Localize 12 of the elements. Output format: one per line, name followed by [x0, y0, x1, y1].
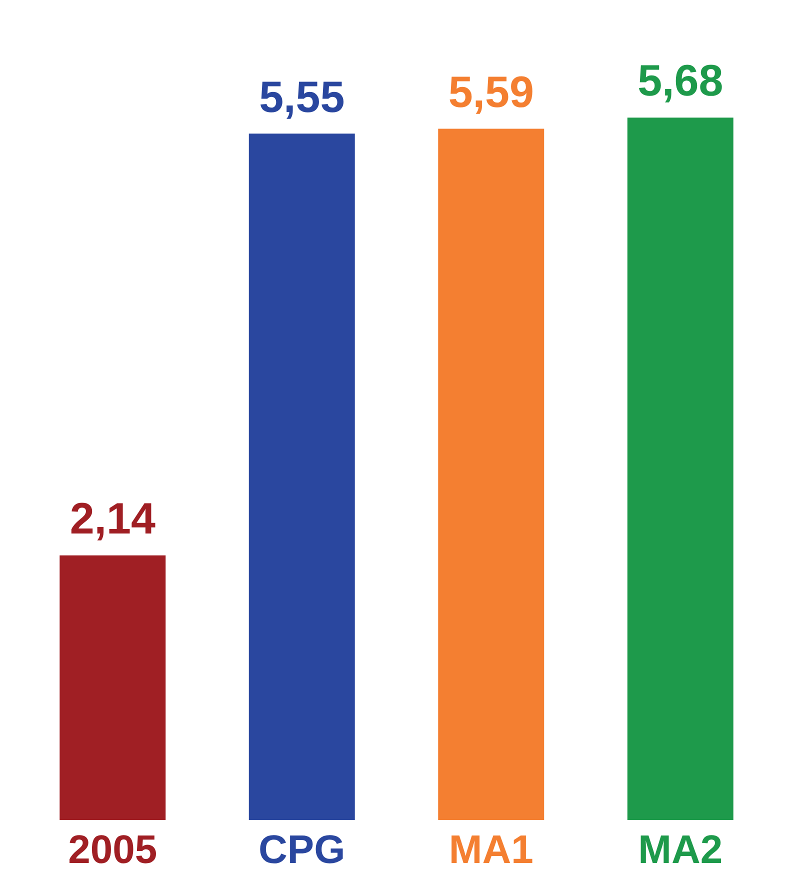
- data-label: 2,14: [70, 494, 156, 544]
- x-tick-label: MA1: [448, 828, 534, 872]
- data-label: 5,55: [259, 72, 345, 122]
- x-tick-label: CPG: [258, 828, 346, 872]
- bar: [438, 128, 544, 820]
- data-label: 5,59: [448, 68, 534, 117]
- bar: [248, 134, 355, 820]
- bar: [60, 555, 166, 820]
- bar: [627, 118, 734, 820]
- x-tick-label: MA2: [638, 828, 723, 872]
- data-label: 5,68: [638, 56, 724, 106]
- x-tick-label: 2005: [68, 828, 158, 872]
